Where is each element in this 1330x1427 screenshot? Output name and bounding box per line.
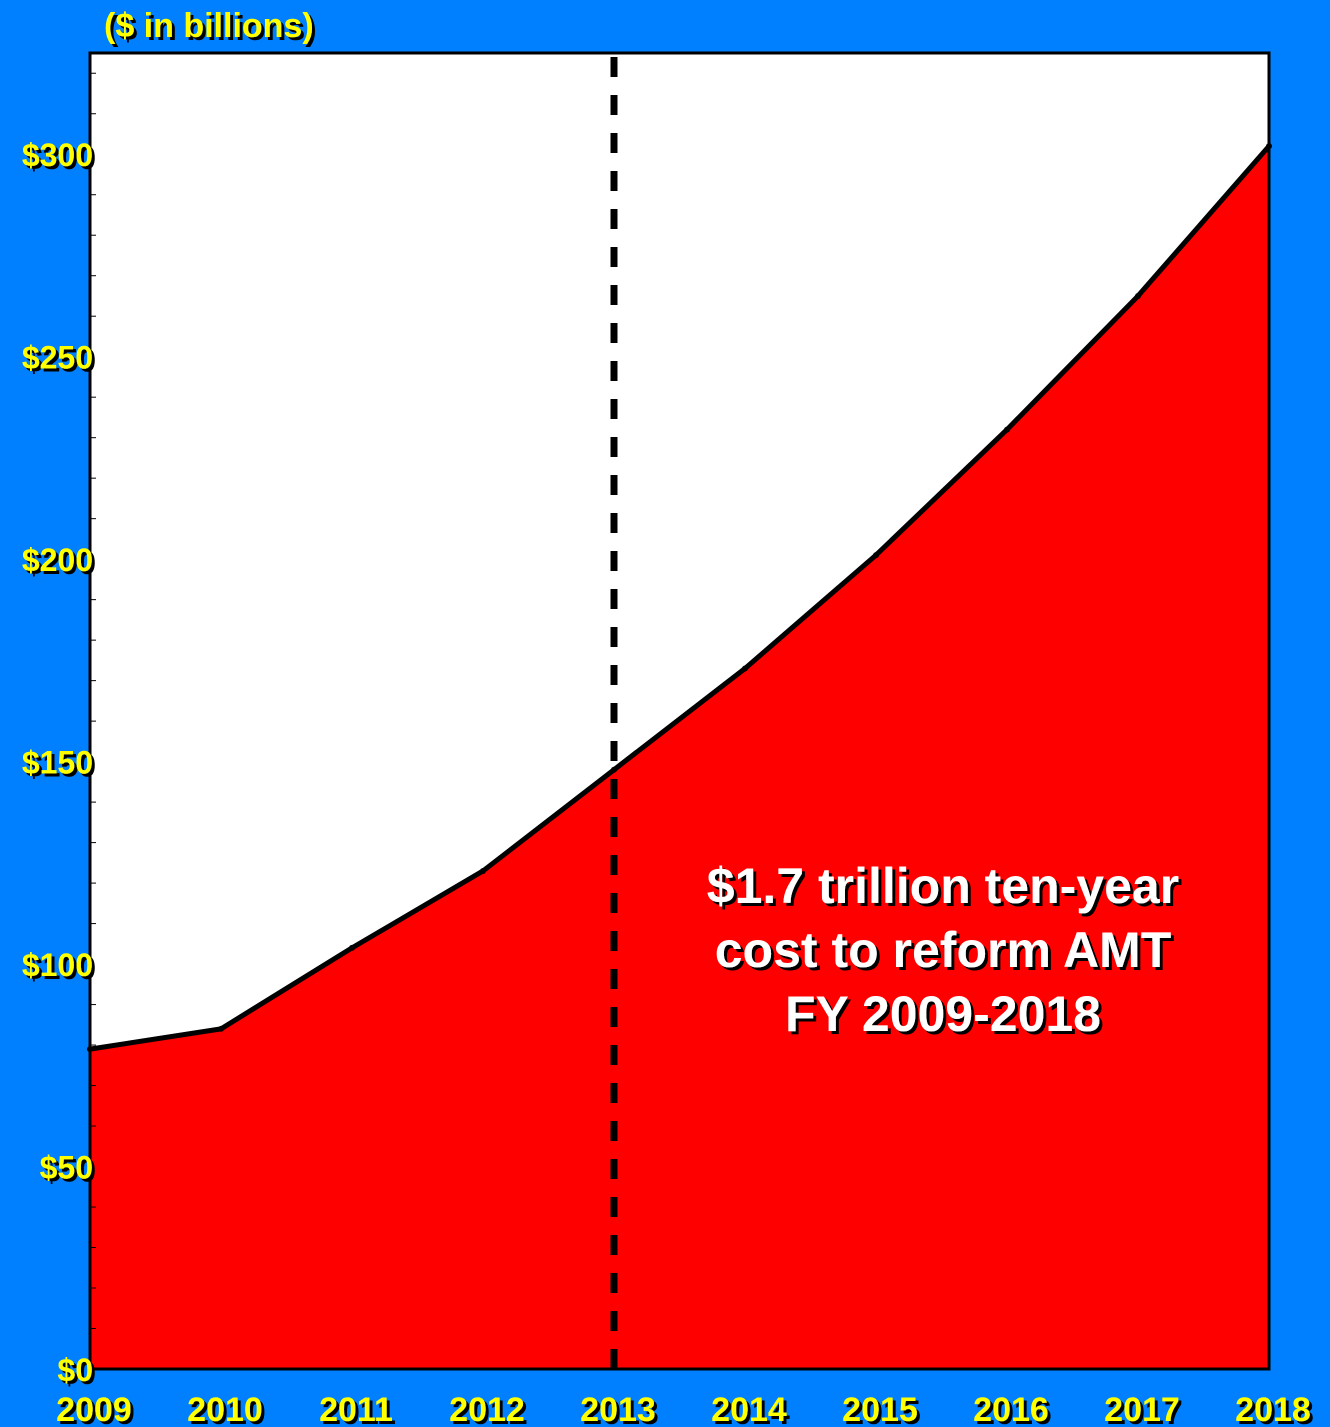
plot-frame: [88, 51, 1271, 1371]
y-tick-label: $300: [22, 137, 93, 173]
data-point-2017: [1135, 292, 1141, 299]
data-point-2015: [873, 552, 879, 559]
x-tick-label-2018: 2018: [1235, 1391, 1311, 1427]
data-point-2011: [349, 944, 355, 951]
y-tick-label: $50: [40, 1150, 93, 1186]
y-tick-label: $0: [57, 1352, 93, 1388]
x-tick-label-2014: 2014: [711, 1391, 787, 1427]
annotation-line: $1.7 trillion ten-year: [707, 858, 1179, 914]
x-tick-label-2011: 2011: [319, 1391, 393, 1427]
x-tick-label-2010: 2010: [187, 1391, 263, 1427]
y-tick-label: $250: [22, 340, 93, 376]
data-point-2014: [742, 665, 748, 672]
x-tick-label-2012: 2012: [449, 1391, 525, 1427]
x-tick-label-2015: 2015: [842, 1391, 918, 1427]
x-tick-label-2016: 2016: [973, 1391, 1049, 1427]
x-tick-label-2017: 2017: [1104, 1391, 1180, 1427]
cost-area: [90, 146, 1269, 1369]
data-point-2010: [218, 1025, 224, 1032]
annotation-line: cost to reform AMT: [715, 922, 1172, 978]
y-tick-label: $150: [22, 745, 93, 781]
data-point-2012: [480, 867, 486, 874]
annotation-line: FY 2009-2018: [785, 986, 1101, 1042]
chart-annotation: $1.7 trillion ten-year cost to reform AMT…: [707, 858, 1179, 1042]
y-tick-label: $100: [22, 947, 93, 983]
unit-label: ($ in billions): [104, 7, 314, 45]
y-tick-label: $200: [22, 542, 93, 578]
data-point-2016: [1004, 426, 1010, 433]
cost-line: [89, 144, 1271, 1052]
x-tick-label-2009: 2009: [56, 1391, 132, 1427]
x-tick-label-2013: 2013: [580, 1391, 656, 1427]
data-point-2013: [611, 766, 617, 773]
